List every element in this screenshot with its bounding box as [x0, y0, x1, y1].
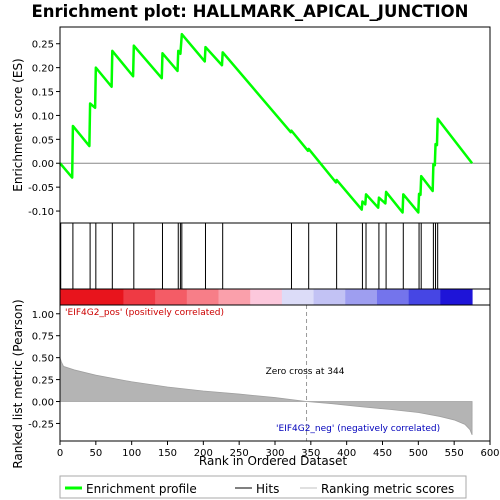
- x-tick-label: 350: [301, 448, 320, 459]
- metric-tick-label: 0.00: [32, 398, 54, 409]
- x-tick-label: 50: [89, 448, 102, 459]
- x-tick-label: 400: [337, 448, 356, 459]
- rank-bar-segment: [345, 289, 378, 305]
- negative-correlation-label: 'EIF4G2_neg' (negatively correlated): [276, 424, 440, 434]
- chart-title: Enrichment plot: HALLMARK_APICAL_JUNCTIO…: [31, 2, 468, 21]
- x-tick-label: 150: [158, 448, 177, 459]
- ranking-metric-area: [59, 357, 473, 436]
- rank-bar-segment: [123, 289, 156, 305]
- hits-frame: [59, 222, 491, 290]
- legend-enrichment-label: Enrichment profile: [86, 482, 197, 496]
- rank-bar-segment: [313, 289, 346, 305]
- rank-bar-segment: [91, 289, 124, 305]
- x-tick-label: 300: [265, 448, 284, 459]
- x-tick-label: 600: [480, 448, 499, 459]
- metric-tick-label: 0.25: [32, 376, 54, 387]
- rank-bar-segment: [155, 289, 188, 305]
- legend-frame: [59, 475, 467, 499]
- metric-tick-label: 1.00: [32, 310, 54, 321]
- x-tick-label: 200: [194, 448, 213, 459]
- metric-frame: [59, 304, 491, 442]
- metric-plot-area: [60, 305, 490, 441]
- es-tick-label: 0.15: [32, 88, 54, 99]
- rank-bar-segment: [281, 289, 315, 305]
- hits-panel: [59, 222, 491, 290]
- rank-color-bar: [59, 288, 491, 306]
- enrichment-profile-line: [59, 32, 474, 214]
- positive-correlation-label: 'EIF4G2_pos' (positively correlated): [65, 308, 224, 318]
- es-tick-label: 0.10: [32, 111, 54, 122]
- x-tick-label: 100: [122, 448, 141, 459]
- metric-tick-label: -0.25: [28, 419, 54, 430]
- y-axis-label-metric: Ranked list metric (Pearson): [11, 299, 25, 468]
- rank-bar-segment: [186, 289, 219, 305]
- es-tick-label: 0.25: [32, 40, 54, 51]
- rank-bar-segment: [376, 289, 410, 305]
- legend-ranking-label: Ranking metric scores: [321, 482, 454, 496]
- metric-tick-label: 0.75: [32, 332, 54, 343]
- x-axis-label: Rank in Ordered Dataset: [199, 454, 347, 468]
- x-tick-label: 0: [57, 448, 63, 459]
- x-tick-label: 250: [230, 448, 249, 459]
- y-axis-label-es: Enrichment score (ES): [11, 58, 25, 191]
- x-tick-label: 500: [409, 448, 428, 459]
- es-plot-area: [60, 27, 490, 223]
- es-tick-label: 0.00: [32, 159, 54, 170]
- legend: Enrichment profile Hits Ranking metric s…: [59, 475, 467, 499]
- enrichment-score-panel: -0.10 -0.05 0.00 0.05 0.10 0.15 0.20 0.25: [28, 26, 491, 224]
- rank-bar-segment: [60, 289, 93, 305]
- es-tick-label: 0.05: [32, 135, 54, 146]
- zero-cross-label: Zero cross at 344: [266, 367, 345, 377]
- rank-bar-segment: [250, 289, 283, 305]
- x-tick-label: 550: [445, 448, 464, 459]
- es-tick-label: -0.10: [28, 207, 54, 218]
- ranking-metric-panel: -0.25 0.00 0.25 0.50 0.75 1.00 0 50 100 150 200 250…: [28, 304, 500, 459]
- rank-bar-segment: [218, 289, 251, 305]
- legend-hits-label: Hits: [256, 482, 279, 496]
- es-tick-label: -0.05: [28, 183, 54, 194]
- rank-bar-segment: [440, 289, 473, 305]
- metric-tick-label: 0.50: [32, 354, 54, 365]
- es-tick-label: 0.20: [32, 64, 54, 75]
- x-tick-label: 450: [373, 448, 392, 459]
- rank-bar-segment: [408, 289, 441, 305]
